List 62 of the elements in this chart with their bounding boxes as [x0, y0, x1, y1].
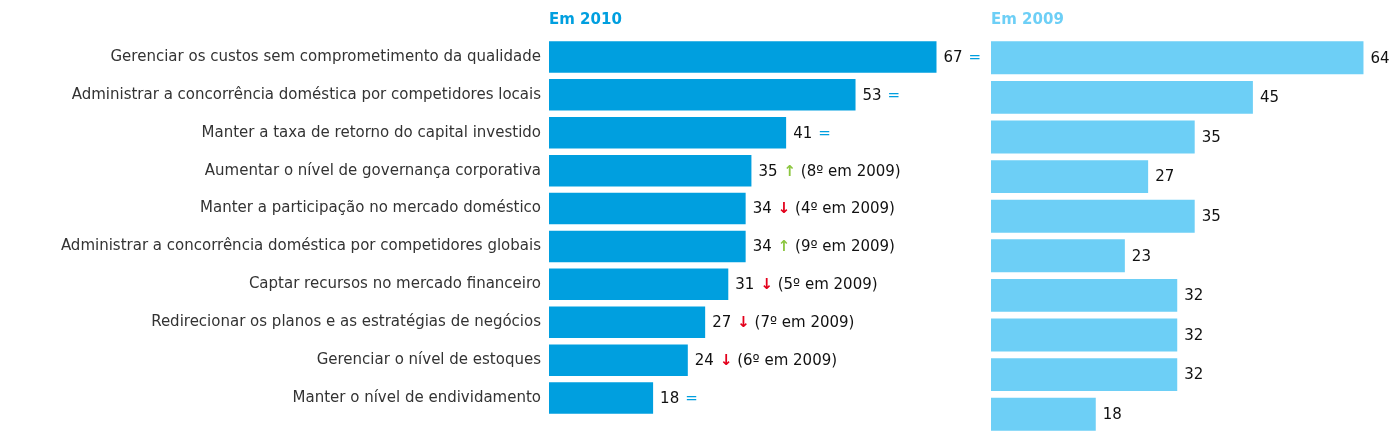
- y-tick-label: Administrar a concorrência doméstica por competidores globais: [60, 236, 542, 255]
- bar: [991, 120, 1195, 154]
- y-tick-label: Manter o nível de endividamento: [292, 387, 541, 406]
- y-tick-label: Manter a taxa de retorno do capital investido: [201, 122, 541, 141]
- data-label: 31: [735, 275, 755, 294]
- bar: [991, 397, 1096, 431]
- data-label: 27: [712, 313, 732, 332]
- bar: [991, 41, 1364, 75]
- annotation: =: [968, 47, 982, 66]
- bar: [991, 199, 1195, 233]
- data-label: 32: [1184, 325, 1204, 344]
- annotation: ↑ (9º em 2009): [777, 237, 895, 256]
- bar: [549, 268, 729, 301]
- data-label: 35: [1201, 207, 1221, 226]
- bar: [991, 80, 1253, 114]
- data-label: 64: [1370, 48, 1390, 67]
- bar: [991, 160, 1149, 194]
- annotation: =: [685, 388, 698, 407]
- y-tick-label: Gerenciar os custos sem comprometimento da qualidade: [110, 46, 541, 65]
- data-label: 35: [758, 161, 778, 180]
- bar: [549, 154, 752, 187]
- y-tick-label: Redirecionar os planos e as estratégias de negócios: [151, 312, 542, 331]
- bar: [991, 358, 1178, 392]
- bar: [549, 230, 746, 263]
- annotation: ↑ (8º em 2009): [783, 161, 901, 180]
- data-label: 18: [660, 388, 680, 407]
- bar: [549, 79, 856, 111]
- data-label: 27: [1155, 167, 1175, 186]
- data-label: 34: [752, 199, 772, 218]
- data-label: 32: [1184, 286, 1204, 305]
- annotation: ↓ (5º em 2009): [760, 275, 878, 294]
- data-label: 24: [694, 351, 714, 370]
- y-tick-label: Captar recursos no mercado financeiro: [248, 274, 541, 293]
- annotation: =: [818, 123, 831, 142]
- annotation: ↓ (4º em 2009): [777, 199, 895, 218]
- data-label: 67: [943, 47, 963, 66]
- bar: [549, 306, 706, 338]
- annotation: ↓ (7º em 2009): [737, 313, 855, 332]
- bar: [549, 344, 688, 376]
- bar: [549, 382, 654, 414]
- bar: [991, 318, 1178, 352]
- y-tick-label: Administrar a concorrência doméstica por competidores locais: [71, 84, 542, 103]
- data-label: 18: [1102, 405, 1122, 424]
- chart-title: Em 2010: [549, 9, 622, 28]
- bar: [549, 192, 746, 225]
- bar: [549, 41, 937, 73]
- data-label: 23: [1131, 246, 1151, 265]
- y-tick-label: Gerenciar o nível de estoques: [316, 350, 542, 369]
- data-label: 45: [1259, 88, 1279, 107]
- chart-title: Em 2009: [991, 9, 1064, 28]
- data-label: 32: [1184, 365, 1204, 384]
- bar: [991, 278, 1178, 312]
- annotation: =: [887, 85, 901, 104]
- bar: [549, 117, 787, 149]
- data-label: 35: [1201, 127, 1221, 146]
- y-tick-label: Manter a participação no mercado doméstico: [200, 198, 541, 217]
- data-label: 53: [862, 85, 882, 104]
- bar: [991, 239, 1125, 273]
- data-label: 34: [752, 237, 772, 256]
- data-label: 41: [793, 123, 813, 142]
- annotation: ↓ (6º em 2009): [719, 351, 838, 370]
- y-tick-label: Aumentar o nível de governança corporativa: [204, 160, 541, 179]
